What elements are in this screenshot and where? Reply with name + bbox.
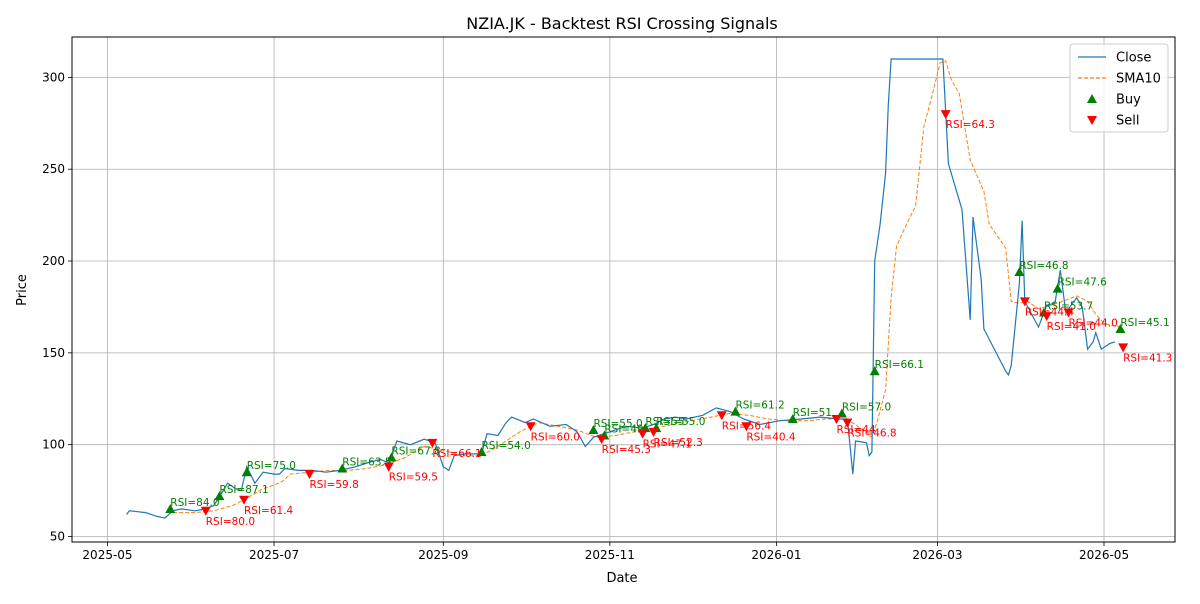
legend-label: Close [1116,51,1151,66]
sell-signal-label: RSI=80.0 [206,516,255,528]
legend-label: Sell [1116,114,1139,129]
sell-signal-label: RSI=59.5 [389,472,438,484]
sell-signal-label: RSI=60.0 [531,431,580,443]
buy-signal-label: RSI=57.0 [842,401,891,413]
buy-signal-label: RSI=84.0 [170,497,219,509]
buy-signal-label: RSI=55.0 [593,418,642,430]
buy-marker [241,467,252,477]
close-price-line [126,58,1116,519]
buy-marker [1115,323,1126,333]
buy-signal-label: RSI=67.8 [391,446,440,458]
buy-marker [1052,283,1063,293]
chart-title: NZIA.JK - Backtest RSI Crossing Signals [466,14,777,33]
sell-marker [1118,343,1129,353]
buy-marker [214,491,225,501]
sell-signal-label: RSI=46.8 [847,428,896,440]
sell-marker [1019,297,1030,307]
buy-marker [588,424,599,434]
plot-frame [71,36,1176,543]
legend-box [1069,43,1169,133]
buy-marker [386,452,397,462]
sell-signal-label: RSI=41.0 [1047,321,1096,333]
y-tick-label: 150 [42,346,65,360]
sell-marker [427,438,438,448]
x-tick-label: 2025-11 [585,548,635,562]
buy-signal-label: RSI=63.5 [342,457,391,469]
x-axis-label: Date [606,571,637,586]
buy-marker [1014,267,1025,277]
buy-marker [730,406,741,416]
y-axis-label: Price [15,274,30,306]
grid [72,37,1175,542]
sell-signal-label: RSI=47.1 [643,439,692,451]
sell-marker [596,435,607,445]
axis-ticks: 2025-05 2025-07 2025-09 2025-11 2026-01 2026-… [42,70,1129,562]
x-tick-label: 2025-05 [82,548,132,562]
sell-marker [716,411,727,421]
sell-marker [842,418,853,428]
sell-signal-label: RSI=59.8 [310,479,359,491]
sell-signal-label: RSI=44 [836,424,876,436]
y-tick-label: 200 [42,254,65,268]
buy-marker [869,366,880,376]
y-tick-label: 100 [42,438,65,452]
sell-signal-label: RSI=40.4 [746,431,796,443]
buy-marker [165,503,176,513]
sell-signal-label: RSI=52.3 [654,437,703,449]
buy-signal-label: RSI=45.1 [1120,317,1169,329]
buy-signal-label: RSI=47.6 [1058,277,1108,289]
buy-signal-label: RSI=53.7 [1044,300,1093,312]
sell-signal-label: RSI=66.1 [432,448,481,460]
plot-series [126,58,1121,519]
sell-marker [637,429,648,439]
sell-marker [648,427,659,437]
buy-marker [337,463,348,473]
buy-signal-label: RSI=66.1 [875,359,924,371]
x-tick-label: 2026-05 [1079,548,1129,562]
buy-signal-label: RSI=54.0 [482,440,531,452]
sell-signal-label: RSI=41.3 [1123,352,1172,364]
sell-marker [1041,312,1052,322]
sell-marker [1063,308,1074,318]
buy-signal-label: RSI=55.0 [656,416,705,428]
sell-marker [831,414,842,424]
legend-label: SMA10 [1116,72,1161,87]
sell-marker [239,495,250,505]
sell-signal-label: RSI=64.3 [946,119,995,131]
sell-signal-label: RSI=45.3 [602,444,651,456]
buy-signal-label: RSI=61.2 [735,400,784,412]
x-tick-label: 2025-09 [418,548,468,562]
y-tick-label: 300 [42,70,65,84]
buy-signal-label: RSI=51 [793,407,832,419]
legend-buy-swatch [1087,94,1097,103]
legend-sell-swatch [1087,116,1097,125]
sell-signal-label: RSI=61.4 [244,505,294,517]
y-tick-label: 250 [42,162,65,176]
sell-marker [940,110,951,120]
buy-marker [787,413,798,423]
sell-marker [525,422,536,432]
sell-signal-label: RSI=44.0 [1069,317,1118,329]
y-tick-label: 50 [50,529,65,543]
legend: Close SMA10 Buy Sell [1069,43,1169,133]
sell-marker [383,462,394,472]
buy-signal-label: RSI=55 [645,416,684,428]
buy-signal-label: RSI=46.8 [1019,260,1068,272]
x-tick-label: 2025-07 [249,548,299,562]
buy-signal-label: RSI=75.0 [247,460,296,472]
legend-label: Buy [1116,93,1141,108]
buy-signal-label: RSI=49 [604,423,643,435]
x-tick-label: 2026-01 [751,548,801,562]
x-tick-label: 2026-03 [912,548,962,562]
sell-marker [304,470,315,480]
buy-signal-label: RSI=87.1 [219,484,268,496]
buy-marker [476,447,487,457]
sell-marker [200,506,211,516]
sell-marker [741,422,752,432]
sma10-line [173,60,1121,514]
